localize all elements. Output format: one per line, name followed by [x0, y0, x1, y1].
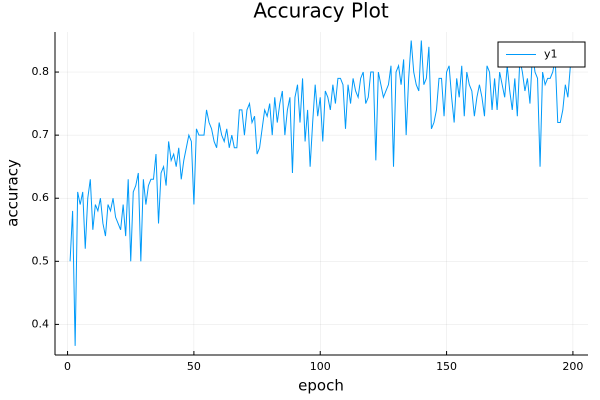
y-tick-label: 0.5	[32, 254, 50, 267]
y-tick-label: 0.6	[32, 191, 50, 204]
y-tick-label: 0.7	[32, 128, 50, 141]
x-tick-label: 100	[310, 360, 331, 373]
chart-title: Accuracy Plot	[253, 0, 389, 23]
x-tick-label: 50	[187, 360, 201, 373]
x-tick-label: 150	[436, 360, 457, 373]
legend-label: y1	[544, 48, 558, 61]
y-tick-label: 0.4	[32, 317, 50, 330]
y-axis-label: accuracy	[4, 159, 22, 227]
y-tick-label: 0.8	[32, 65, 50, 78]
line	[69, 40, 573, 346]
x-axis-label: epoch	[298, 377, 344, 395]
x-tick-label: 0	[64, 360, 71, 373]
x-tick-label: 200	[562, 360, 583, 373]
